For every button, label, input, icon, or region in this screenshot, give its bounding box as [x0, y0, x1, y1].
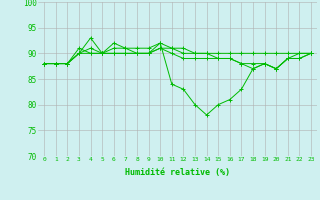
X-axis label: Humidité relative (%): Humidité relative (%)	[125, 168, 230, 177]
